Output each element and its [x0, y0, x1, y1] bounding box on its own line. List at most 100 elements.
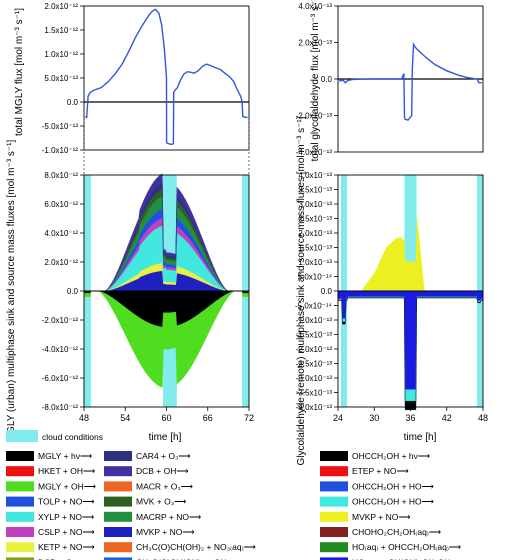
legend-entry: CSLP + NO⟶ — [38, 527, 95, 537]
y-tick-label: 8.0x10⁻¹² — [44, 171, 78, 180]
panel-mgly-total-flux: 2.0x10⁻¹² 1.5x10⁻¹² 1.0x10⁻¹² 5.0x10⁻¹³ 0.0 -… — [42, 2, 250, 155]
legend-swatch — [6, 451, 34, 461]
legend-swatch — [6, 527, 34, 537]
panel-glycolaldehyde-total-flux: 4.0x10⁻¹³ 2.0x10⁻¹³ 0.0 -2.0x10⁻¹³ -4.0x10⁻¹… — [296, 2, 484, 157]
legend-swatch — [104, 527, 132, 537]
y-tick-label: -4.0x10⁻¹³ — [296, 148, 333, 157]
y-tick-label: -1.5x10⁻¹³ — [296, 331, 333, 340]
legend-swatch — [6, 557, 34, 560]
x-tick-label: 72 — [244, 413, 254, 423]
y-tick-label: 2.0x10⁻¹² — [44, 2, 78, 11]
legend-swatch — [6, 466, 34, 477]
y-tick-label: -2.0x10⁻¹³ — [296, 345, 333, 354]
legend-entry: XYLP + NO⟶ — [38, 512, 95, 522]
legend-entry: HKET + OH⟶ — [38, 466, 96, 476]
bottom-left-ylabel: MGLY (urban) multiphase sink and source … — [6, 140, 17, 443]
series-line-0 — [339, 42, 482, 121]
legend-swatch — [320, 527, 348, 537]
legend-swatch — [104, 496, 132, 507]
legend: cloud conditions MGLY + hν⟶ HKET + OH⟶ MGLY… — [6, 430, 477, 560]
legend-swatch — [104, 542, 132, 553]
legend-swatch — [6, 481, 34, 492]
cloud-legend-swatch — [6, 430, 38, 442]
legend-swatch — [6, 511, 34, 522]
y-tick-label: 1.0x10⁻¹² — [44, 50, 78, 59]
x-tick-label: 24 — [333, 413, 343, 423]
y-tick-label: -6.0x10⁻¹² — [42, 374, 79, 383]
y-tick-label: 0.0 — [67, 287, 79, 296]
legend-entry: DCB + O₃⟶ — [38, 557, 89, 560]
legend-entry: CH₃C(O)CH(OH)₂ + OH₍aq₎⟶ — [136, 557, 253, 560]
legend-swatch — [320, 557, 348, 560]
positive-area-layer — [84, 173, 249, 292]
y-tick-label: 4.0x10⁻¹² — [44, 229, 78, 238]
bottom-right-xlabel: time [h] — [404, 432, 437, 443]
legend-swatch — [104, 466, 132, 477]
bottom-left-ylabel-group: MGLY (urban) multiphase sink and source … — [6, 140, 17, 443]
legend-entry: CAR4 + O₃⟶ — [136, 451, 191, 461]
x-tick-label: 36 — [405, 413, 415, 423]
legend-swatch — [6, 542, 34, 553]
legend-entry: HO₍aq₎ + CH(OH)₂CH₂OH₍aq₎⟶ — [352, 557, 477, 560]
panel-mgly-multiphase-fluxes: 8.0x10⁻¹² 6.0x10⁻¹² 4.0x10⁻¹² 2.0x10⁻¹² 0.0 -… — [42, 171, 254, 423]
legend-entry: MGLY + hν⟶ — [38, 451, 93, 461]
y-tick-label: -8.0x10⁻¹² — [42, 403, 79, 412]
y-tick-label: 5.0x10⁻¹⁴ — [298, 273, 333, 282]
y-tick-label: -5.0x10⁻¹⁴ — [295, 302, 333, 311]
y-tick-label: 5.0x10⁻¹³ — [44, 74, 78, 83]
y-tick-label: -2.0x10⁻¹³ — [296, 112, 333, 121]
legend-swatch — [320, 481, 348, 492]
y-tick-label: 1.0x10⁻¹³ — [298, 258, 332, 267]
y-tick-label: 2.0x10⁻¹² — [44, 258, 78, 267]
legend-swatch — [6, 496, 34, 507]
legend-entry: CH₃C(O)CH(OH)₂ + NO₃₍aq₎⟶ — [136, 542, 257, 552]
y-tick-label: -1.0x10⁻¹³ — [296, 316, 333, 325]
y-tick-label: 1.5x10⁻¹³ — [298, 244, 332, 253]
legend-entry: HO₍aq₎ + OHCCH₂OH₍aq₎⟶ — [352, 542, 462, 552]
y-tick-label: 4.0x10⁻¹³ — [298, 2, 332, 11]
legend-entry: MACRP + NO⟶ — [136, 512, 202, 522]
y-tick-label: 0.0 — [67, 98, 79, 107]
legend-entry: KETP + NO⟶ — [38, 542, 95, 552]
legend-swatch — [104, 451, 132, 461]
legend-swatch — [104, 511, 132, 522]
legend-entry: MVK + O₃⟶ — [136, 497, 187, 507]
x-tick-label: 54 — [120, 413, 130, 423]
legend-entry: MVKP + NO⟶ — [352, 512, 411, 522]
legend-entry: CHOHO₂CH₂OH₍aq₎⟶ — [352, 527, 442, 537]
y-tick-label: 2.0x10⁻¹³ — [298, 39, 332, 48]
legend-swatch — [320, 511, 348, 522]
legend-swatch — [320, 542, 348, 553]
y-tick-label: -2.5x10⁻¹³ — [296, 360, 333, 369]
y-tick-label: -5.0x10⁻¹³ — [42, 122, 79, 131]
x-tick-label: 48 — [79, 413, 89, 423]
legend-entry: TOLP + NO⟶ — [38, 497, 95, 507]
legend-swatch — [104, 481, 132, 492]
y-tick-label: 1.5x10⁻¹² — [44, 26, 78, 35]
y-tick-label: 0.0 — [321, 75, 333, 84]
top-right-ylabel: total glycolaldehyde flux [mol m⁻³ s⁻¹] — [310, 0, 321, 161]
bottom-right-ylabel: Glycolaldehyde (remote) multiphase sink … — [296, 116, 307, 465]
legend-entry: MGLY + OH⟶ — [38, 481, 97, 491]
legend-entry: DCB + OH⟶ — [136, 466, 189, 476]
y-tick-label: 3.0x10⁻¹³ — [298, 200, 332, 209]
x-tick-label: 60 — [161, 413, 171, 423]
top-left-ylabel: total MGLY flux [mol m⁻³ s⁻¹] — [14, 8, 25, 136]
legend-swatch — [320, 451, 348, 461]
legend-entry: MVKP + NO⟶ — [136, 527, 195, 537]
legend-entry: MACR + O₃⟶ — [136, 481, 194, 491]
legend-entry: OHCCH₂OH + HO⟶ — [352, 497, 435, 507]
y-tick-label: -4.0x10⁻¹³ — [296, 403, 333, 412]
y-tick-label: -3.0x10⁻¹³ — [296, 374, 333, 383]
y-tick-label: 2.0x10⁻¹³ — [298, 229, 332, 238]
x-tick-label: 66 — [203, 413, 213, 423]
legend-entry: ETEP + NO⟶ — [352, 466, 409, 476]
y-tick-label: -3.5x10⁻¹³ — [296, 389, 333, 398]
y-tick-label: 3.5x10⁻¹³ — [298, 186, 332, 195]
y-tick-label: -2.0x10⁻¹² — [42, 316, 79, 325]
series-line-0 — [84, 8, 248, 145]
x-tick-label: 42 — [442, 413, 452, 423]
legend-swatch — [320, 496, 348, 507]
y-tick-label: 4.0x10⁻¹³ — [298, 171, 332, 180]
x-tick-label: 30 — [369, 413, 379, 423]
